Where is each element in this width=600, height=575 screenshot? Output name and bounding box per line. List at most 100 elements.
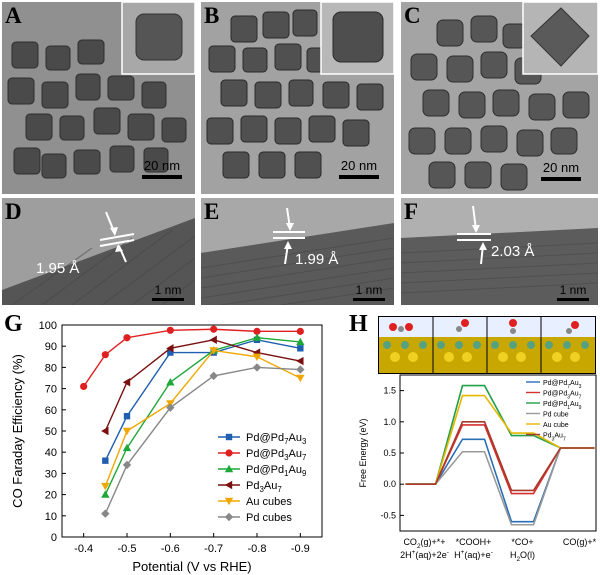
y-tick-label-h: 1.5 [383, 386, 396, 396]
tem-panel-b: 20 nm B [201, 2, 394, 194]
svg-text:*COOH+: *COOH+ [456, 537, 492, 547]
legend-item-h: Pd cube [526, 412, 569, 419]
legend-item-h: Pd@Pd7Au3 [526, 380, 582, 390]
y-axis-label-h: Free Energy (eV) [358, 418, 368, 487]
scale-text-c: 20 nm [543, 160, 579, 175]
y-tick-label-g: 40 [45, 447, 57, 459]
y-tick-label-g: 10 [45, 511, 57, 523]
series-Pd3Au7 [405, 421, 595, 492]
scale-text-d: 1 nm [155, 283, 182, 297]
legend-item: Pd cubes [218, 512, 292, 524]
y-tick-label-h: 0.0 [383, 479, 396, 489]
legend-label: Pd@Pd7Au3 [246, 432, 307, 446]
hrtem-image-e: 1.99 Å 1 nm [201, 198, 394, 305]
scale-text-b: 20 nm [341, 158, 377, 173]
scale-bar-d [152, 298, 184, 301]
lattice-spacing-d: 1.95 Å [36, 260, 79, 277]
tem-panel-a: 20 nm A [2, 2, 195, 194]
data-point [122, 427, 132, 436]
data-point [101, 490, 110, 498]
panel-label-b: B [204, 3, 220, 28]
scale-text-f: 1 nm [560, 283, 587, 297]
data-point [225, 433, 233, 441]
scale-bar-c [541, 177, 581, 181]
data-point [224, 480, 233, 490]
x-axis-label-g: Potential (V vs RHE) [132, 559, 251, 574]
scale-text-a: 20 nm [144, 158, 180, 173]
legend-label: Pd@Pd1Au9 [246, 464, 307, 478]
legend-item: Pd@Pd3Au7 [218, 448, 306, 462]
y-tick-label-g: 60 [45, 405, 57, 417]
series-Pd@Pd7Au3 [405, 438, 595, 523]
legend-item: Pd@Pd1Au9 [218, 464, 307, 478]
y-tick-label-g: 100 [39, 320, 57, 332]
data-point [80, 382, 88, 391]
data-point [166, 326, 174, 334]
y-tick-label-g: 20 [45, 490, 57, 502]
legend-label: Pd cubes [246, 512, 292, 524]
energy-path [405, 438, 595, 523]
series-Au cube [405, 394, 595, 485]
data-point [209, 347, 218, 355]
legend-item-h: Pd@Pd3Au7 [526, 391, 582, 401]
panel-label-a: A [5, 3, 22, 28]
energy-path [405, 394, 595, 485]
series-line [104, 339, 301, 461]
scale-bar-a [142, 175, 182, 179]
y-axis-label-g: CO Faraday Efficiency (%) [10, 354, 25, 508]
legend-label: Pd@Pd7Au3 [543, 380, 582, 390]
data-point [209, 335, 217, 345]
panel-label-c: C [404, 3, 421, 28]
lattice-spacing-f: 2.03 Å [491, 243, 534, 260]
legend-label: Pd cube [543, 412, 569, 419]
hrtem-panel-f: 2.03 Å 1 nm F [401, 198, 598, 305]
hrtem-panel-e: 1.99 Å 1 nm E [201, 198, 394, 305]
data-point [252, 333, 262, 341]
data-point [166, 344, 174, 353]
svg-text:CO(g)+*: CO(g)+* [563, 537, 597, 547]
data-point [123, 412, 131, 420]
panel-label-e: E [204, 199, 220, 224]
chart-h: -0.5 0.0 0.5 1.0 1.5 Free Energy (eV) CO2(g)+*… [358, 374, 597, 563]
data-point [225, 449, 233, 457]
data-point [253, 327, 261, 335]
y-tick-label-g: 90 [45, 341, 57, 353]
scale-bar-f [557, 298, 589, 301]
legend-label: Pd3Au7 [543, 433, 566, 443]
panel-label-h: H [349, 311, 368, 337]
legend-item: Pd@Pd7Au3 [218, 432, 307, 446]
tem-image-b: 20 nm [201, 2, 394, 194]
data-point [122, 460, 132, 470]
series-line [104, 339, 301, 432]
data-point [122, 443, 132, 452]
x-tick-label-g: -0.7 [204, 543, 223, 555]
y-tick-label-g: 80 [45, 362, 57, 374]
y-tick-label-g: 50 [45, 426, 57, 438]
data-point [101, 509, 110, 518]
series-Pd@Pd3Au7 [80, 325, 304, 391]
legend-item: Pd3Au7 [218, 480, 282, 494]
data-point [122, 378, 131, 387]
y-tick-label-h: 1.0 [383, 417, 396, 427]
series-Pd cube [405, 447, 595, 526]
data-point [123, 334, 131, 342]
data-point [101, 482, 110, 491]
scale-text-e: 1 nm [356, 283, 383, 297]
x-tick-label-g: -0.9 [291, 543, 310, 555]
tem-image-a: 20 nm [2, 2, 195, 194]
legend-item-h: Au cube [526, 422, 569, 429]
tem-image-c: 20 nm [401, 2, 598, 194]
legend-item-h: Pd@Pd1Au9 [526, 401, 582, 411]
scale-bar-b [339, 175, 379, 179]
data-point [224, 497, 234, 506]
data-point [296, 356, 304, 366]
hrtem-panel-d: 1.95 Å 1 nm D [2, 198, 195, 305]
data-point [209, 371, 218, 381]
data-point [296, 327, 304, 335]
legend-item: Au cubes [218, 496, 292, 508]
energy-path [405, 447, 595, 526]
category-label: *CO+ H2O(l) [510, 537, 535, 563]
svg-text:2H+(aq)+2e-: 2H+(aq)+2e- [400, 549, 449, 560]
scale-bar-e [353, 298, 385, 301]
x-tick-label-g: -0.8 [248, 543, 267, 555]
